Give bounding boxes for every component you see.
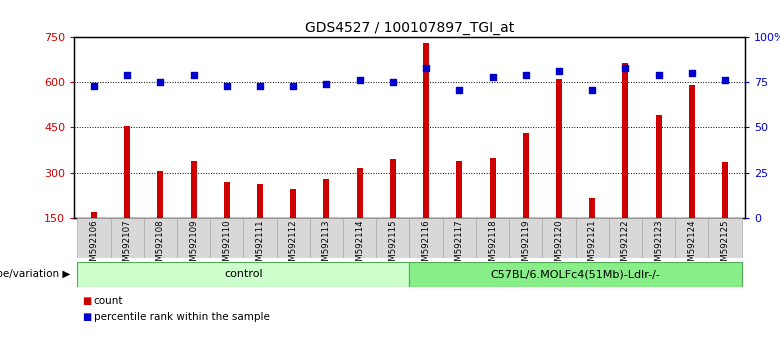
Bar	[257, 184, 263, 218]
Bar	[376, 218, 410, 258]
Text: GSM592107: GSM592107	[122, 220, 132, 272]
Bar	[576, 218, 608, 258]
Point	[586, 87, 598, 92]
Bar	[111, 218, 144, 258]
Point	[221, 83, 233, 89]
Bar	[622, 63, 629, 218]
Bar	[310, 218, 343, 258]
Bar	[608, 218, 642, 258]
Text: ■: ■	[82, 296, 91, 306]
Point	[387, 80, 399, 85]
Point	[486, 74, 498, 80]
Text: GSM592115: GSM592115	[388, 220, 397, 272]
Point	[519, 72, 532, 78]
Text: GSM592118: GSM592118	[488, 220, 497, 272]
Text: GSM592125: GSM592125	[721, 220, 729, 272]
Title: GDS4527 / 100107897_TGI_at: GDS4527 / 100107897_TGI_at	[305, 21, 514, 35]
Bar	[144, 218, 177, 258]
Bar	[523, 133, 529, 218]
Text: GSM592109: GSM592109	[189, 220, 198, 272]
Text: genotype/variation ▶: genotype/variation ▶	[0, 269, 70, 279]
Point	[619, 65, 632, 71]
Bar	[542, 218, 576, 258]
Bar	[410, 262, 742, 287]
Bar	[211, 218, 243, 258]
Point	[353, 78, 366, 83]
Text: GSM592119: GSM592119	[521, 220, 530, 272]
Bar	[356, 168, 363, 218]
Text: GSM592124: GSM592124	[687, 220, 697, 272]
Point	[553, 69, 566, 74]
Bar	[456, 161, 463, 218]
Text: GSM592121: GSM592121	[587, 220, 597, 272]
Text: GSM592117: GSM592117	[455, 220, 464, 272]
Text: count: count	[94, 296, 123, 306]
Bar	[490, 158, 495, 218]
Bar	[124, 126, 130, 218]
Text: GSM592111: GSM592111	[256, 220, 264, 272]
Point	[88, 83, 101, 89]
Bar	[556, 79, 562, 218]
Bar	[158, 171, 164, 218]
Bar	[390, 159, 396, 218]
Bar	[423, 43, 429, 218]
Bar	[177, 218, 211, 258]
Bar	[243, 218, 277, 258]
Bar	[708, 218, 742, 258]
Text: GSM592114: GSM592114	[355, 220, 364, 272]
Point	[187, 72, 200, 78]
Bar	[290, 189, 296, 218]
Text: GSM592122: GSM592122	[621, 220, 630, 272]
Text: percentile rank within the sample: percentile rank within the sample	[94, 312, 269, 322]
Text: GSM592110: GSM592110	[222, 220, 232, 272]
Text: GSM592108: GSM592108	[156, 220, 165, 272]
Bar	[509, 218, 542, 258]
Point	[321, 81, 333, 87]
Bar	[589, 198, 595, 218]
Bar	[476, 218, 509, 258]
Text: GSM592113: GSM592113	[322, 220, 331, 272]
Bar	[77, 262, 410, 287]
Point	[718, 78, 731, 83]
Text: GSM592106: GSM592106	[90, 220, 98, 272]
Text: C57BL/6.MOLFc4(51Mb)-Ldlr-/-: C57BL/6.MOLFc4(51Mb)-Ldlr-/-	[491, 269, 661, 279]
Bar	[343, 218, 376, 258]
Point	[154, 80, 167, 85]
Bar	[190, 161, 197, 218]
Bar	[642, 218, 675, 258]
Bar	[655, 115, 661, 218]
Bar	[224, 182, 230, 218]
Bar	[675, 218, 708, 258]
Bar	[443, 218, 476, 258]
Text: GSM592120: GSM592120	[555, 220, 563, 272]
Text: GSM592123: GSM592123	[654, 220, 663, 272]
Point	[686, 70, 698, 76]
Text: GSM592116: GSM592116	[422, 220, 431, 272]
Bar	[277, 218, 310, 258]
Point	[121, 72, 133, 78]
Point	[287, 83, 300, 89]
Point	[254, 83, 266, 89]
Bar	[91, 212, 97, 218]
Text: control: control	[224, 269, 263, 279]
Point	[453, 87, 466, 92]
Bar	[689, 85, 695, 218]
Point	[420, 65, 432, 71]
Bar	[410, 218, 443, 258]
Point	[652, 72, 665, 78]
Bar	[324, 179, 329, 218]
Text: GSM592112: GSM592112	[289, 220, 298, 272]
Bar	[77, 218, 111, 258]
Text: ■: ■	[82, 312, 91, 322]
Bar	[722, 162, 728, 218]
